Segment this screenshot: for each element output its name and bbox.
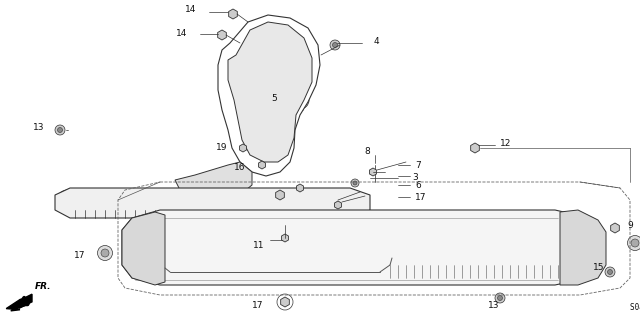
Ellipse shape	[627, 235, 640, 250]
Ellipse shape	[220, 32, 225, 38]
Ellipse shape	[330, 40, 340, 50]
Text: 15: 15	[593, 263, 604, 272]
Ellipse shape	[612, 225, 618, 231]
Text: 4: 4	[374, 38, 380, 47]
Ellipse shape	[277, 192, 283, 198]
Ellipse shape	[283, 236, 287, 240]
Polygon shape	[122, 210, 600, 285]
Ellipse shape	[55, 125, 65, 135]
Ellipse shape	[210, 180, 220, 190]
Polygon shape	[470, 143, 479, 153]
Ellipse shape	[101, 249, 109, 257]
Polygon shape	[228, 9, 237, 19]
Text: 13: 13	[488, 300, 500, 309]
Ellipse shape	[497, 295, 502, 300]
Ellipse shape	[472, 145, 477, 151]
Text: 3: 3	[412, 173, 418, 182]
Ellipse shape	[353, 181, 357, 185]
Text: 14: 14	[184, 5, 196, 14]
Text: 7: 7	[415, 160, 420, 169]
Ellipse shape	[203, 173, 227, 197]
Polygon shape	[55, 188, 370, 218]
Text: 6: 6	[415, 181, 420, 189]
FancyBboxPatch shape	[258, 99, 303, 111]
Ellipse shape	[62, 196, 74, 208]
Ellipse shape	[127, 232, 159, 264]
Text: 14: 14	[175, 28, 187, 38]
Polygon shape	[611, 223, 620, 233]
Ellipse shape	[351, 179, 359, 187]
Polygon shape	[122, 212, 165, 285]
Polygon shape	[218, 30, 227, 40]
Ellipse shape	[282, 299, 288, 305]
Polygon shape	[19, 294, 32, 308]
Text: 12: 12	[500, 138, 511, 147]
Ellipse shape	[256, 134, 284, 162]
Ellipse shape	[97, 246, 113, 261]
Ellipse shape	[291, 91, 309, 109]
Ellipse shape	[495, 293, 505, 303]
Text: 9: 9	[627, 220, 633, 229]
Text: 8: 8	[364, 147, 370, 157]
Text: S04A-B4020 B: S04A-B4020 B	[630, 303, 640, 313]
Polygon shape	[228, 22, 312, 162]
Polygon shape	[560, 210, 606, 285]
Ellipse shape	[333, 42, 337, 48]
Polygon shape	[282, 234, 289, 242]
Polygon shape	[335, 201, 342, 209]
Polygon shape	[6, 299, 29, 311]
Ellipse shape	[135, 240, 151, 256]
Polygon shape	[218, 15, 320, 176]
Text: 16: 16	[234, 164, 245, 173]
Ellipse shape	[227, 106, 245, 124]
Text: 19: 19	[216, 143, 227, 152]
Ellipse shape	[336, 203, 340, 207]
Polygon shape	[239, 144, 246, 152]
Ellipse shape	[230, 11, 236, 17]
Text: 11: 11	[253, 241, 264, 249]
Ellipse shape	[631, 239, 639, 247]
Ellipse shape	[260, 163, 264, 167]
Ellipse shape	[56, 190, 80, 214]
Ellipse shape	[188, 241, 202, 255]
Ellipse shape	[348, 241, 362, 255]
Text: 17: 17	[252, 300, 263, 309]
Text: 5: 5	[271, 93, 277, 102]
Text: 17: 17	[74, 250, 85, 259]
Polygon shape	[369, 168, 376, 176]
Polygon shape	[281, 297, 289, 307]
Ellipse shape	[262, 140, 278, 156]
Text: FR.: FR.	[35, 282, 52, 291]
Ellipse shape	[371, 170, 375, 174]
Ellipse shape	[58, 128, 63, 132]
Ellipse shape	[241, 146, 245, 150]
Polygon shape	[296, 184, 303, 192]
Ellipse shape	[570, 240, 586, 256]
Polygon shape	[175, 162, 252, 200]
Ellipse shape	[261, 46, 279, 64]
Ellipse shape	[605, 267, 615, 277]
Ellipse shape	[607, 270, 612, 275]
Ellipse shape	[298, 186, 302, 190]
Polygon shape	[259, 161, 266, 169]
Polygon shape	[276, 190, 284, 200]
Text: 13: 13	[33, 122, 44, 131]
Ellipse shape	[562, 232, 594, 264]
Text: 17: 17	[415, 194, 426, 203]
